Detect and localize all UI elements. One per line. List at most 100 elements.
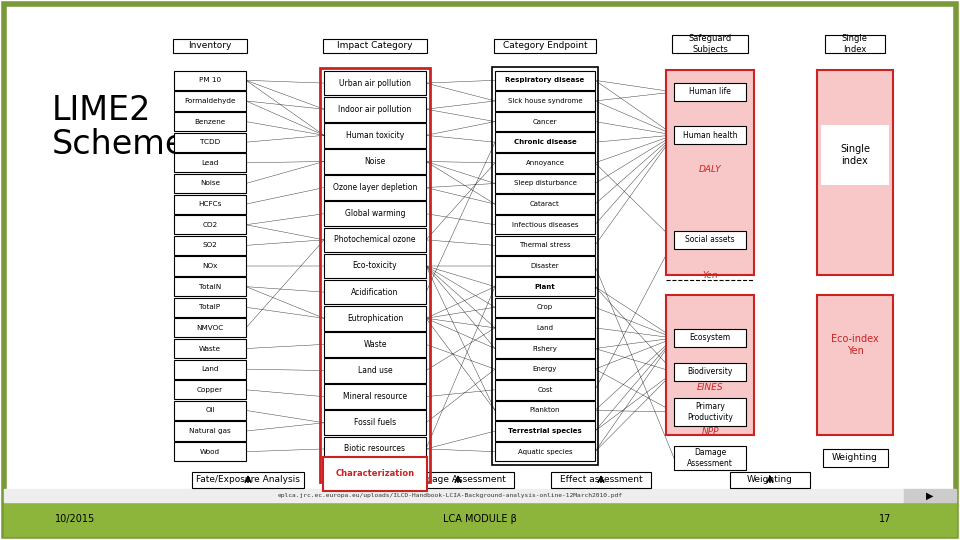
Text: Urban air pollution: Urban air pollution	[339, 78, 411, 87]
Text: NOx: NOx	[203, 263, 218, 269]
Bar	[674, 83, 746, 101]
Text: Noise: Noise	[365, 157, 386, 166]
Bar	[174, 133, 246, 152]
Text: EINES: EINES	[697, 383, 723, 393]
Bar	[174, 215, 246, 234]
Bar	[495, 442, 595, 461]
Bar	[174, 174, 246, 193]
Bar	[495, 153, 595, 173]
Bar	[4, 489, 904, 502]
Bar	[324, 176, 426, 200]
Text: Indoor air pollution: Indoor air pollution	[338, 105, 412, 114]
Bar	[817, 70, 893, 275]
Bar	[494, 39, 596, 53]
Text: Fishery: Fishery	[533, 346, 558, 352]
Bar	[324, 384, 426, 409]
Text: Single
index: Single index	[840, 144, 870, 166]
Text: Damage Assessment: Damage Assessment	[411, 476, 505, 484]
Bar	[324, 410, 426, 435]
Text: Aquatic species: Aquatic species	[517, 449, 572, 455]
Text: Acidification: Acidification	[351, 288, 398, 296]
Text: Characterization: Characterization	[335, 469, 415, 478]
Text: Social assets: Social assets	[685, 235, 734, 245]
Bar	[174, 298, 246, 317]
Bar	[174, 256, 246, 275]
Bar	[495, 132, 595, 152]
Bar	[666, 70, 754, 275]
Text: Cost: Cost	[538, 387, 553, 393]
Text: NPP: NPP	[701, 428, 719, 436]
Text: SO2: SO2	[203, 242, 217, 248]
Text: Scheme: Scheme	[52, 129, 186, 161]
Text: Benzene: Benzene	[194, 119, 226, 125]
Text: Biodiversity: Biodiversity	[687, 368, 732, 376]
Bar	[174, 153, 246, 172]
Bar	[174, 380, 246, 400]
Text: Eco-toxicity: Eco-toxicity	[352, 261, 397, 271]
Text: 17: 17	[878, 514, 891, 524]
Bar	[495, 71, 595, 90]
Text: Inventory: Inventory	[188, 42, 231, 51]
Text: Disaster: Disaster	[531, 263, 560, 269]
Text: Fate/Exposure Analysis: Fate/Exposure Analysis	[196, 476, 300, 484]
Text: Chronic disease: Chronic disease	[514, 139, 576, 145]
Bar	[402, 472, 514, 488]
Text: Safeguard
Subjects: Safeguard Subjects	[688, 35, 732, 53]
Text: Waste: Waste	[199, 346, 221, 352]
Bar	[174, 442, 246, 461]
Bar	[495, 360, 595, 379]
Bar	[324, 71, 426, 96]
Bar	[495, 421, 595, 441]
Text: Fossil fuels: Fossil fuels	[354, 418, 396, 427]
Text: CO2: CO2	[203, 222, 218, 228]
Text: Global warming: Global warming	[345, 209, 405, 218]
Text: Mineral resource: Mineral resource	[343, 392, 407, 401]
Text: TCDD: TCDD	[200, 139, 220, 145]
Text: Land: Land	[537, 325, 554, 331]
Bar	[825, 35, 885, 53]
Text: Oil: Oil	[205, 407, 215, 414]
Text: Effect assessment: Effect assessment	[560, 476, 642, 484]
Bar	[174, 112, 246, 131]
Bar	[192, 472, 304, 488]
Bar	[495, 194, 595, 214]
Text: 10/2015: 10/2015	[55, 514, 95, 524]
Text: Cataract: Cataract	[530, 201, 560, 207]
Text: Photochemical ozone: Photochemical ozone	[334, 235, 416, 245]
Bar	[174, 277, 246, 296]
Text: Sick house syndrome: Sick house syndrome	[508, 98, 583, 104]
Text: Infectious diseases: Infectious diseases	[512, 222, 578, 228]
Bar	[730, 472, 810, 488]
Bar	[324, 123, 426, 147]
Bar	[495, 215, 595, 234]
Text: Eutrophication: Eutrophication	[347, 314, 403, 323]
Text: Terrestrial species: Terrestrial species	[508, 428, 582, 434]
Text: Cancer: Cancer	[533, 119, 557, 125]
Bar	[324, 149, 426, 174]
Bar	[495, 91, 595, 111]
Bar	[174, 360, 246, 379]
Text: Plant: Plant	[535, 284, 556, 289]
Bar	[4, 502, 956, 536]
Text: Wood: Wood	[200, 449, 220, 455]
Text: Natural gas: Natural gas	[189, 428, 230, 434]
Text: HCFCs: HCFCs	[199, 201, 222, 207]
Bar	[817, 295, 893, 435]
Bar	[495, 318, 595, 338]
Bar	[495, 235, 595, 255]
Text: Biotic resources: Biotic resources	[345, 444, 405, 454]
Bar	[324, 358, 426, 383]
Text: Human life: Human life	[689, 87, 731, 97]
Text: Primary
Productivity: Primary Productivity	[687, 402, 732, 422]
Bar	[323, 39, 427, 53]
Text: Land: Land	[202, 366, 219, 372]
Bar	[495, 339, 595, 358]
Bar	[324, 201, 426, 226]
Bar	[174, 339, 246, 358]
Text: Human toxicity: Human toxicity	[346, 131, 404, 140]
Bar	[324, 227, 426, 252]
Text: Crop: Crop	[537, 304, 553, 310]
Bar	[174, 318, 246, 338]
Text: Copper: Copper	[197, 387, 223, 393]
Bar	[495, 174, 595, 193]
